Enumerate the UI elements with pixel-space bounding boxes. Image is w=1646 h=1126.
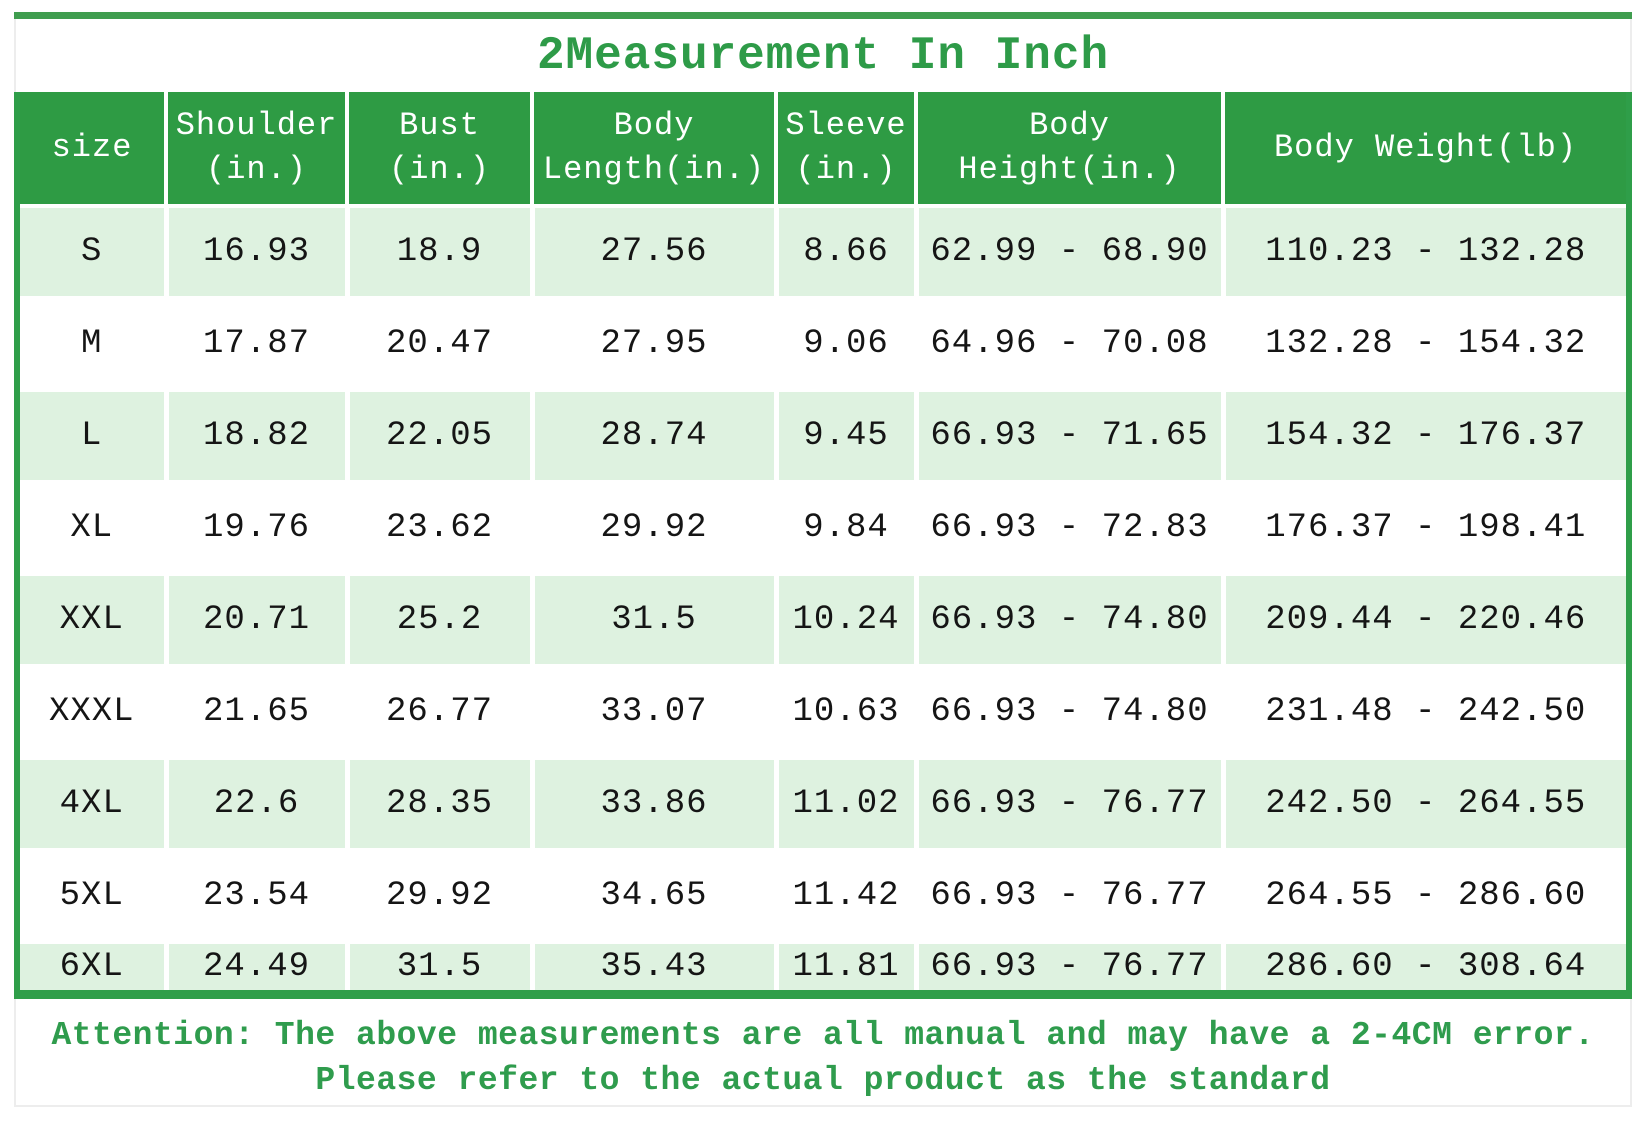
top-green-bar <box>14 12 1632 19</box>
value-cell: 31.5 <box>347 942 535 990</box>
table-row: 4XL 22.6 28.35 33.86 11.02 66.93 - 76.77 242.5… <box>20 758 1626 850</box>
col-header-size: size <box>20 92 168 206</box>
table-row: M 17.87 20.47 27.95 9.06 64.96 - 70.08 132.28 … <box>20 298 1626 390</box>
value-cell: 9.84 <box>776 482 919 574</box>
value-cell: 28.74 <box>532 390 779 482</box>
value-cell: 176.37 - 198.41 <box>1223 482 1626 574</box>
value-cell: 21.65 <box>166 666 350 758</box>
size-chart-sheet: 2Measurement In Inch size Shoulder (in.) <box>14 12 1632 1107</box>
value-cell: 33.86 <box>532 758 779 850</box>
col-header-label: size <box>51 129 133 166</box>
table-body: S 16.93 18.9 27.56 8.66 62.99 - 68.90 110.23 -… <box>20 206 1626 990</box>
value-cell: 62.99 - 68.90 <box>916 206 1226 298</box>
size-cell: 5XL <box>20 850 169 942</box>
value-cell: 10.24 <box>776 574 919 666</box>
value-cell: 34.65 <box>532 850 779 942</box>
col-header-shoulder: Shoulder (in.) <box>166 92 349 206</box>
value-cell: 23.62 <box>347 482 535 574</box>
value-cell: 9.45 <box>776 390 919 482</box>
value-cell: 20.47 <box>347 298 535 390</box>
col-header-body-length: Body Length(in.) <box>532 92 778 206</box>
value-cell: 9.06 <box>776 298 919 390</box>
col-header-body-weight: Body Weight(lb) <box>1223 92 1626 206</box>
col-header-label: Body <box>1029 107 1110 144</box>
value-cell: 35.43 <box>532 942 779 990</box>
value-cell: 66.93 - 71.65 <box>916 390 1226 482</box>
value-cell: 29.92 <box>532 482 779 574</box>
table-row: L 18.82 22.05 28.74 9.45 66.93 - 71.65 154.32 … <box>20 390 1626 482</box>
value-cell: 8.66 <box>776 206 919 298</box>
value-cell: 209.44 - 220.46 <box>1223 574 1626 666</box>
size-cell: XXL <box>20 574 169 666</box>
value-cell: 10.63 <box>776 666 919 758</box>
title-area: 2Measurement In Inch <box>14 19 1632 92</box>
value-cell: 286.60 - 308.64 <box>1223 942 1626 990</box>
table-row: XL 19.76 23.62 29.92 9.84 66.93 - 72.83 176.37… <box>20 482 1626 574</box>
col-header-label: Shoulder <box>175 107 338 144</box>
value-cell: 11.81 <box>776 942 919 990</box>
col-header-body-height: Body Height(in.) <box>916 92 1225 206</box>
value-cell: 66.93 - 74.80 <box>916 574 1226 666</box>
value-cell: 20.71 <box>166 574 350 666</box>
value-cell: 242.50 - 264.55 <box>1223 758 1626 850</box>
table-row: 5XL 23.54 29.92 34.65 11.42 66.93 - 76.77 264.… <box>20 850 1626 942</box>
value-cell: 26.77 <box>347 666 535 758</box>
value-cell: 264.55 - 286.60 <box>1223 850 1626 942</box>
value-cell: 31.5 <box>532 574 779 666</box>
table-row: S 16.93 18.9 27.56 8.66 62.99 - 68.90 110.23 -… <box>20 206 1626 298</box>
attention-line-2: Please refer to the actual product as th… <box>315 1062 1331 1099</box>
value-cell: 66.93 - 76.77 <box>916 850 1226 942</box>
value-cell: 29.92 <box>347 850 535 942</box>
value-cell: 28.35 <box>347 758 535 850</box>
value-cell: 24.49 <box>166 942 350 990</box>
value-cell: 22.6 <box>166 758 350 850</box>
size-cell: L <box>20 390 169 482</box>
value-cell: 16.93 <box>166 206 350 298</box>
header-row: size Shoulder (in.) Bust (in.) Body Leng… <box>20 92 1626 206</box>
value-cell: 64.96 - 70.08 <box>916 298 1226 390</box>
size-table-frame: size Shoulder (in.) Bust (in.) Body Leng… <box>14 92 1632 999</box>
col-header-bust: Bust (in.) <box>347 92 534 206</box>
value-cell: 11.02 <box>776 758 919 850</box>
value-cell: 66.93 - 72.83 <box>916 482 1226 574</box>
value-cell: 66.93 - 74.80 <box>916 666 1226 758</box>
value-cell: 19.76 <box>166 482 350 574</box>
value-cell: 66.93 - 76.77 <box>916 758 1226 850</box>
value-cell: 17.87 <box>166 298 350 390</box>
col-header-label: Bust <box>399 107 480 144</box>
value-cell: 27.95 <box>532 298 779 390</box>
size-cell: 4XL <box>20 758 169 850</box>
table-row: 6XL 24.49 31.5 35.43 11.81 66.93 - 76.77 286.6… <box>20 942 1626 990</box>
attention-note: Attention: The above measurements are al… <box>14 999 1632 1107</box>
value-cell: 66.93 - 76.77 <box>916 942 1226 990</box>
value-cell: 18.82 <box>166 390 350 482</box>
col-header-label: Sleeve <box>785 107 907 144</box>
table-row: XXXL 21.65 26.77 33.07 10.63 66.93 - 74.80 231… <box>20 666 1626 758</box>
size-cell: 6XL <box>20 942 169 990</box>
size-cell: S <box>20 206 169 298</box>
size-cell: XL <box>20 482 169 574</box>
value-cell: 33.07 <box>532 666 779 758</box>
value-cell: 110.23 - 132.28 <box>1223 206 1626 298</box>
value-cell: 27.56 <box>532 206 779 298</box>
size-cell: M <box>20 298 169 390</box>
value-cell: 22.05 <box>347 390 535 482</box>
value-cell: 18.9 <box>347 206 535 298</box>
value-cell: 23.54 <box>166 850 350 942</box>
value-cell: 132.28 - 154.32 <box>1223 298 1626 390</box>
col-header-sleeve: Sleeve (in.) <box>776 92 918 206</box>
value-cell: 25.2 <box>347 574 535 666</box>
attention-line-1: Attention: The above measurements are al… <box>51 1017 1595 1054</box>
value-cell: 11.42 <box>776 850 919 942</box>
value-cell: 231.48 - 242.50 <box>1223 666 1626 758</box>
col-header-label: Body <box>613 107 695 144</box>
size-table: size Shoulder (in.) Bust (in.) Body Leng… <box>20 92 1626 990</box>
size-cell: XXXL <box>20 666 169 758</box>
value-cell: 154.32 - 176.37 <box>1223 390 1626 482</box>
page-title: 2Measurement In Inch <box>536 29 1110 82</box>
col-header-label: Body Weight(lb) <box>1273 129 1578 166</box>
table-row: XXL 20.71 25.2 31.5 10.24 66.93 - 74.80 209.44… <box>20 574 1626 666</box>
